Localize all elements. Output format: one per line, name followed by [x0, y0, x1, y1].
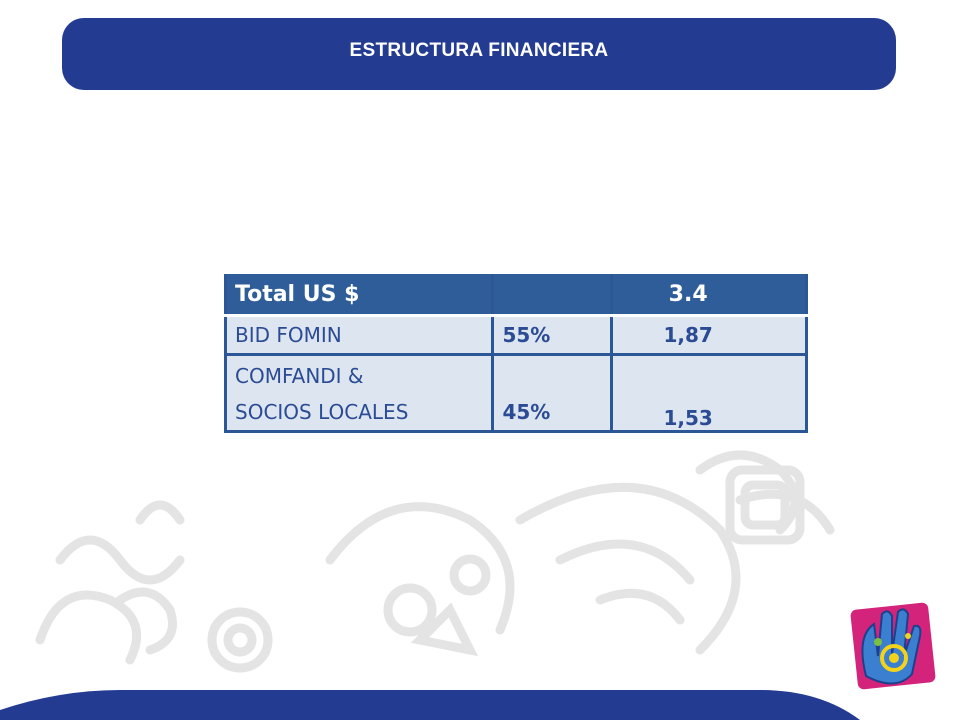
- total-percent: [491, 274, 614, 317]
- row-percent: 45%: [491, 354, 614, 433]
- logo-caption-line1: Industrias Culturales: [846, 688, 936, 698]
- row-label-line1: COMFANDI &: [235, 364, 364, 388]
- title-banner: ESTRUCTURA FINANCIERA: [62, 18, 896, 90]
- page-title: ESTRUCTURA FINANCIERA: [349, 40, 609, 61]
- table-row-total: Total US $ 3.4: [223, 274, 808, 317]
- row-label: BID FOMIN: [223, 315, 495, 356]
- industrias-culturales-logo: [850, 602, 936, 690]
- logo-caption: Industrias Culturales de Cali: [836, 688, 946, 708]
- total-label: Total US $: [223, 274, 495, 317]
- financial-structure-table: Total US $ 3.4 BID FOMIN 55% 1,87 COMFAN…: [223, 274, 808, 433]
- row-value: 1,87: [610, 315, 808, 356]
- table-row: COMFANDI & SOCIOS LOCALES 45% 1,53: [223, 354, 808, 433]
- table-row: BID FOMIN 55% 1,87: [223, 315, 808, 356]
- row-label-line2: SOCIOS LOCALES: [235, 400, 409, 424]
- row-value-text: 1,53: [663, 406, 713, 430]
- total-value: 3.4: [610, 274, 808, 317]
- row-percent: 55%: [491, 315, 614, 356]
- row-value: 1,53: [610, 354, 808, 433]
- row-label: COMFANDI & SOCIOS LOCALES: [223, 354, 495, 433]
- logo-caption-line2: de Cali: [876, 698, 906, 708]
